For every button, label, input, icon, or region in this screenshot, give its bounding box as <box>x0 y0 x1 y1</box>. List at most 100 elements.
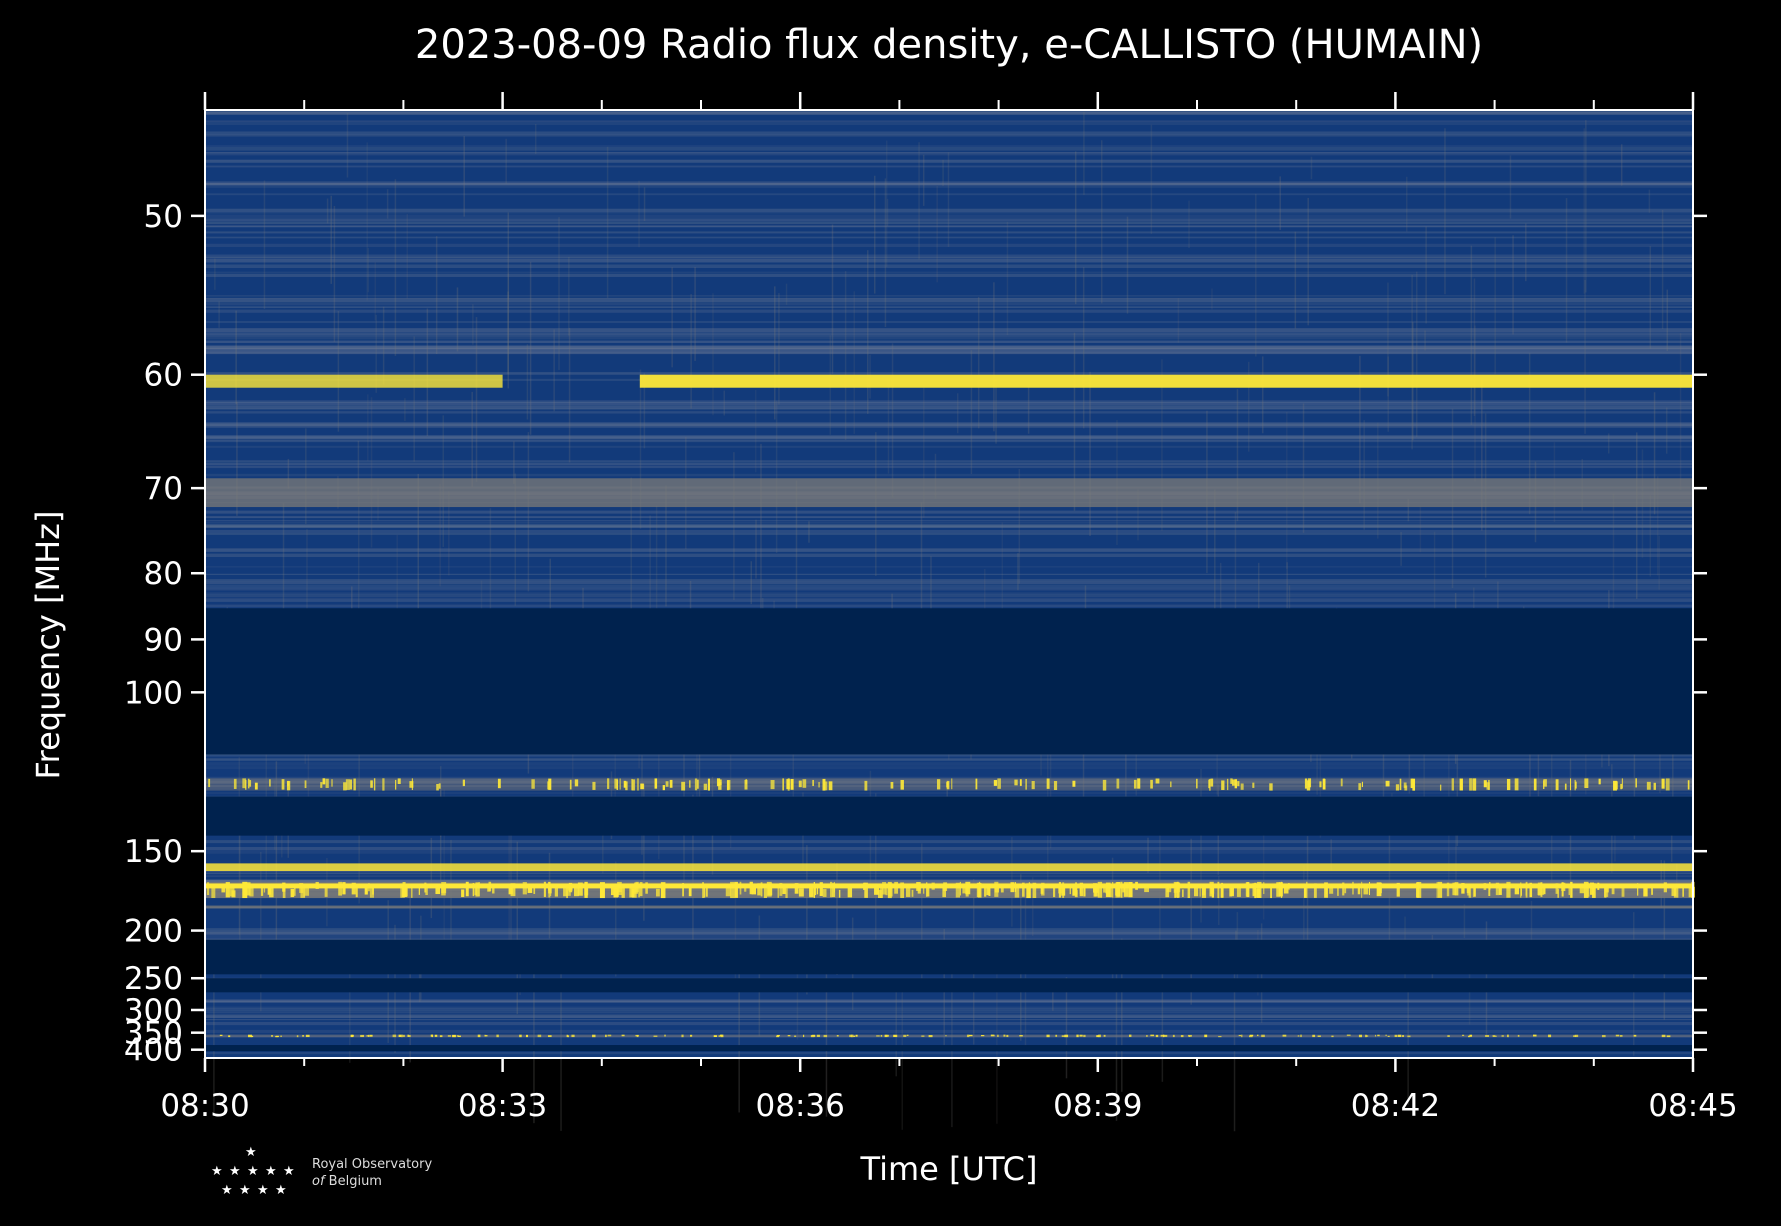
noise-line <box>205 1014 1693 1018</box>
burst-spike <box>1412 778 1416 791</box>
burst-spike <box>228 1035 231 1038</box>
burst-spike <box>690 1034 693 1037</box>
burst-spike <box>1540 882 1543 897</box>
burst-spike <box>1579 884 1585 894</box>
noise-line <box>205 254 1693 259</box>
burst-spike <box>1653 782 1656 790</box>
noise-line <box>205 999 1693 1003</box>
x-axis: 08:30 08:33 08:36 08:39 08:42 08:45 <box>160 92 1738 1124</box>
burst-spike <box>1514 778 1519 791</box>
burst-spike <box>447 1035 452 1037</box>
burst-spike <box>1324 882 1328 898</box>
noise-column <box>1234 512 1237 681</box>
noise-column <box>1115 960 1118 1121</box>
burst-spike <box>1261 1034 1265 1038</box>
burst-spike <box>1304 778 1308 789</box>
noise-column <box>638 180 640 248</box>
noise-line <box>205 762 1693 766</box>
noise-column <box>1661 209 1664 329</box>
burst-spike <box>623 780 627 788</box>
burst-spike <box>519 1034 522 1038</box>
noise-column <box>1307 197 1309 326</box>
burst-spike <box>697 779 699 789</box>
burst-spike <box>1454 882 1459 896</box>
noise-column <box>738 974 740 1113</box>
burst-spike <box>790 778 794 790</box>
burst-spike <box>1507 1034 1509 1038</box>
burst-spike <box>1611 883 1615 895</box>
noise-column <box>1236 389 1239 522</box>
burst-spike <box>404 884 408 897</box>
burst-spike <box>1166 884 1172 893</box>
burst-spike <box>1570 881 1573 898</box>
burst-spike <box>225 882 230 898</box>
burst-spike <box>409 781 414 788</box>
noise-column <box>1444 128 1446 295</box>
strong-band <box>205 863 1693 872</box>
noise-line <box>205 345 1693 349</box>
noise-line <box>205 460 1693 463</box>
burst-spike <box>812 1034 816 1036</box>
heatmap-background <box>205 110 1693 1058</box>
noise-column <box>275 761 278 942</box>
noise-column <box>614 861 617 977</box>
noise-line <box>205 131 1693 136</box>
noise-column <box>1211 288 1213 310</box>
noise-column <box>426 308 429 437</box>
burst-spike <box>208 778 211 788</box>
burst-spike <box>547 781 549 790</box>
noise-column <box>435 236 438 355</box>
burst-spike <box>682 883 684 897</box>
burst-spike <box>1074 890 1078 898</box>
burst-spike <box>654 778 658 789</box>
noise-column <box>346 112 349 178</box>
burst-spike <box>302 1035 305 1037</box>
burst-spike <box>1483 883 1487 890</box>
burst-spike <box>1000 885 1004 893</box>
burst-spike <box>1237 781 1240 787</box>
burst-spike <box>1053 781 1058 791</box>
noise-column <box>534 124 537 155</box>
noise-column <box>558 217 560 370</box>
burst-spike <box>707 778 711 791</box>
burst-spike <box>617 881 622 893</box>
burst-spike <box>1287 883 1290 890</box>
burst-spike <box>1028 882 1030 898</box>
burst-spike <box>810 1035 815 1038</box>
burst-spike <box>864 780 868 791</box>
noise-column <box>1302 403 1305 533</box>
noise-column <box>1255 193 1257 357</box>
noise-line <box>205 598 1693 600</box>
burst-spike <box>980 1035 985 1037</box>
noise-column <box>1525 223 1527 282</box>
burst-spike <box>395 779 397 790</box>
burst-spike <box>1210 884 1215 894</box>
noise-column <box>1424 330 1426 351</box>
burst-spike <box>625 781 628 791</box>
noise-line <box>205 181 1693 185</box>
burst-spike <box>997 778 1001 789</box>
burst-spike <box>978 881 981 897</box>
burst-spike <box>299 883 304 893</box>
noise-column <box>1481 379 1483 531</box>
noise-line <box>205 1008 1693 1012</box>
burst-spike <box>563 886 568 897</box>
x-tick-label: 08:39 <box>1053 1088 1142 1124</box>
burst-spike <box>281 779 285 790</box>
burst-spike <box>931 882 935 890</box>
burst-spike <box>1615 1034 1620 1037</box>
burst-spike <box>653 1035 658 1037</box>
noise-line <box>205 422 1693 426</box>
burst-spike <box>767 884 772 896</box>
noise-column <box>235 310 237 405</box>
burst-spike <box>669 779 673 788</box>
noise-line <box>205 183 1693 186</box>
burst-spike <box>271 1035 273 1037</box>
burst-spike <box>543 881 546 897</box>
burst-spike <box>1357 883 1361 895</box>
noise-column <box>239 806 241 950</box>
burst-spike <box>434 1034 438 1037</box>
burst-spike <box>631 888 637 898</box>
noise-column <box>507 291 509 375</box>
noise-line <box>205 297 1693 300</box>
